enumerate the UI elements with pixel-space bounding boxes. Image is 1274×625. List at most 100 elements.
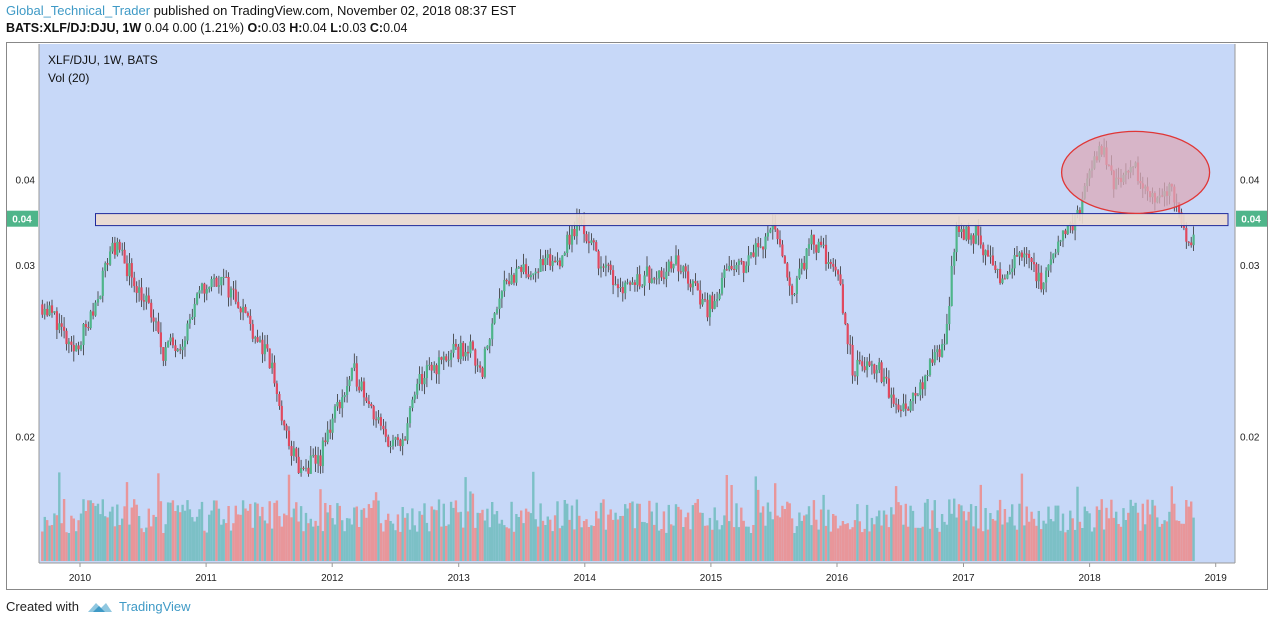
candle-body (863, 366, 866, 371)
candle-body (764, 236, 767, 250)
candle-body (408, 407, 412, 424)
candle-body (210, 279, 213, 288)
volume-bar (1127, 512, 1130, 561)
candle-body (355, 363, 358, 387)
candle-body (691, 281, 694, 288)
candle-body (1185, 227, 1188, 242)
volume-bar (982, 531, 985, 561)
candle-body (665, 271, 668, 280)
candle-body (111, 242, 114, 252)
volume-bar (108, 511, 112, 561)
candle-body (256, 337, 259, 342)
publish-line: Global_Technical_Trader published on Tra… (6, 3, 516, 18)
candle-body (321, 440, 324, 467)
volume-bar (914, 527, 917, 561)
candle-body (220, 277, 223, 286)
candle-body (1020, 252, 1023, 258)
volume-bar (48, 525, 51, 561)
candle-body (512, 274, 516, 283)
volume-bar (84, 511, 88, 561)
candle-body (911, 393, 915, 402)
candle-body (1064, 230, 1067, 235)
plot-area[interactable] (39, 44, 1235, 563)
volume-bar (321, 531, 325, 561)
volume-bar (249, 503, 252, 561)
volume-bar (358, 527, 361, 561)
candle-body (510, 274, 513, 285)
volume-bar (1083, 506, 1086, 561)
candle-body (771, 223, 774, 230)
author-link[interactable]: Global_Technical_Trader (6, 3, 151, 18)
candle-body (619, 287, 622, 289)
volume-bar (621, 515, 624, 561)
volume-bar (660, 529, 663, 561)
candle-body (1035, 264, 1038, 282)
candle-body (343, 395, 346, 398)
volume-bar (648, 500, 651, 561)
price-chart[interactable]: 0.04 0.04 0.03 0.03 0.02 0.02 2010 2011 2012 2013… (6, 42, 1268, 590)
tradingview-link[interactable]: TradingView (118, 599, 191, 614)
volume-bar (793, 533, 796, 561)
volume-bar (556, 501, 559, 561)
candle-body (525, 264, 528, 275)
time-tick-label: 2014 (574, 573, 597, 584)
candle-body (984, 250, 987, 256)
candle-body (1178, 202, 1181, 213)
candle-body (520, 267, 523, 272)
candle-body (549, 254, 552, 266)
volume-bar (616, 519, 620, 561)
volume-bar (537, 526, 540, 561)
volume-bar (735, 503, 738, 561)
candle-body (249, 315, 252, 324)
candle-body (1061, 230, 1065, 241)
candle-body (167, 341, 170, 348)
volume-bar (237, 514, 240, 561)
volume-bar (1182, 523, 1186, 561)
candle-body (217, 285, 220, 287)
volume-bar (1037, 510, 1040, 561)
candle-body (237, 301, 240, 308)
volume-bar (713, 507, 716, 561)
candle-body (104, 263, 107, 271)
volume-bar (810, 525, 813, 561)
volume-bar (77, 520, 80, 561)
candle-body (527, 274, 530, 278)
candle-body (977, 225, 980, 236)
candle-body (820, 241, 823, 245)
volume-bar (225, 523, 228, 561)
time-tick-label: 2012 (321, 573, 344, 584)
candle-body (955, 226, 958, 253)
volume-bar (636, 503, 639, 561)
volume-bar (984, 508, 987, 561)
candle-body (737, 260, 740, 265)
candle-body (653, 278, 656, 280)
volume-bar (447, 524, 450, 561)
candle-body (926, 375, 929, 376)
volume-bar (928, 528, 932, 561)
time-tick-label: 2017 (952, 573, 975, 584)
volume-bar (159, 501, 163, 561)
candle-body (757, 243, 760, 248)
candle-body (537, 271, 540, 273)
candle-body (193, 303, 196, 317)
volume-bar (754, 476, 757, 561)
volume-bar (232, 523, 235, 561)
candle-body (261, 339, 264, 355)
candle-body (907, 408, 910, 411)
candle-body (965, 226, 968, 240)
candle-body (229, 288, 233, 298)
price-tick-right: 0.03 (1240, 261, 1260, 272)
volume-bar (948, 499, 951, 561)
volume-bar (483, 520, 487, 561)
candle-body (991, 255, 994, 266)
candle-body (503, 279, 506, 292)
candle-body (287, 430, 291, 447)
candle-body (841, 284, 844, 314)
volume-bar (703, 525, 707, 561)
candle-body (604, 264, 607, 268)
volume-bar (858, 521, 861, 561)
candle-body (650, 278, 653, 283)
candle-body (677, 255, 680, 272)
candle-body (655, 278, 658, 280)
volume-bar (391, 523, 395, 561)
